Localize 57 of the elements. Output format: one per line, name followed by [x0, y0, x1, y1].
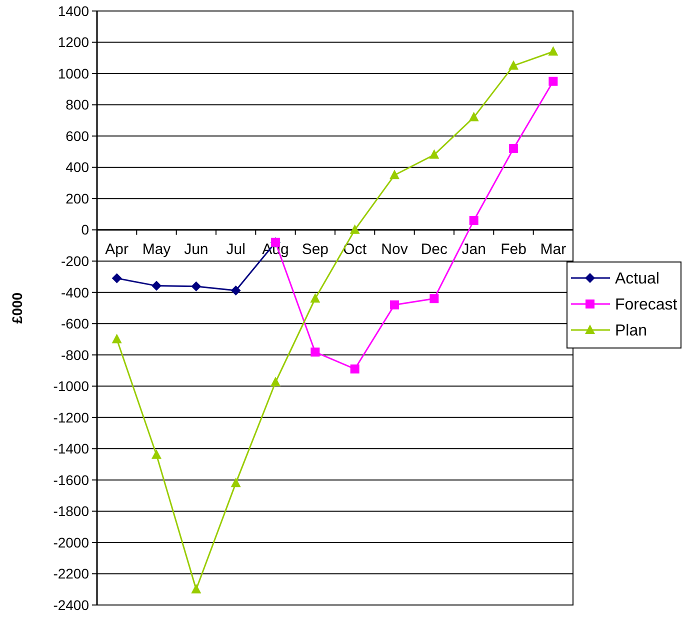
- point: [112, 273, 122, 284]
- point: [310, 348, 320, 357]
- point: [548, 76, 558, 86]
- y-tick-label: -1400: [53, 440, 90, 457]
- y-tick-label: -400: [60, 284, 90, 300]
- point: [310, 293, 320, 303]
- point: [230, 285, 241, 296]
- y-tick-label: -800: [60, 346, 90, 363]
- x-tick-label: Jan: [462, 240, 486, 258]
- y-tick-label: 0: [81, 222, 90, 238]
- y-tick-label: -1000: [53, 378, 90, 394]
- point: [350, 364, 360, 374]
- point: [509, 144, 518, 154]
- point: [468, 112, 479, 122]
- y-tick-label: -2200: [53, 566, 90, 582]
- y-tick-label: -1800: [53, 503, 90, 520]
- y-tick-label: 400: [66, 159, 90, 176]
- y-tick-label: 600: [66, 128, 90, 144]
- point: [152, 449, 162, 459]
- y-tick-label: -1200: [53, 409, 90, 426]
- y-axis-title: £000: [9, 292, 25, 324]
- x-tick-label: Dec: [420, 240, 448, 258]
- y-tick-label: -2400: [53, 596, 90, 613]
- x-tick-label: Jul: [226, 240, 246, 258]
- legend-label: Forecast: [615, 296, 678, 314]
- x-tick-label: Feb: [500, 240, 526, 258]
- x-tick-label: Nov: [381, 240, 408, 258]
- x-tick-label: Jun: [184, 240, 208, 258]
- y-tick-label: 1400: [58, 2, 90, 19]
- point: [429, 149, 440, 159]
- point: [270, 376, 280, 386]
- point: [430, 294, 439, 304]
- y-tick-label: 1200: [58, 34, 90, 50]
- point: [152, 280, 162, 291]
- point: [390, 170, 400, 180]
- point: [191, 281, 202, 292]
- legend-label: Actual: [615, 270, 660, 288]
- point: [191, 584, 202, 594]
- point: [548, 46, 558, 56]
- x-tick-label: Sep: [302, 240, 329, 258]
- point: [112, 334, 122, 344]
- x-tick-label: Mar: [540, 240, 566, 258]
- point: [230, 478, 241, 488]
- y-tick-label: -2000: [53, 534, 90, 550]
- point: [469, 216, 478, 225]
- x-tick-label: May: [142, 240, 172, 258]
- y-tick-label: 800: [66, 96, 90, 113]
- y-tick-label: 1000: [58, 65, 90, 82]
- y-tick-label: 200: [66, 190, 90, 206]
- point: [508, 60, 518, 70]
- point: [350, 224, 360, 234]
- x-tick-label: Apr: [105, 240, 129, 258]
- point: [390, 300, 399, 310]
- y-tick-label: -1600: [53, 472, 90, 488]
- y-tick-label: -200: [60, 253, 90, 270]
- legend-label: Plan: [615, 322, 648, 340]
- y-tick-label: -600: [60, 316, 90, 332]
